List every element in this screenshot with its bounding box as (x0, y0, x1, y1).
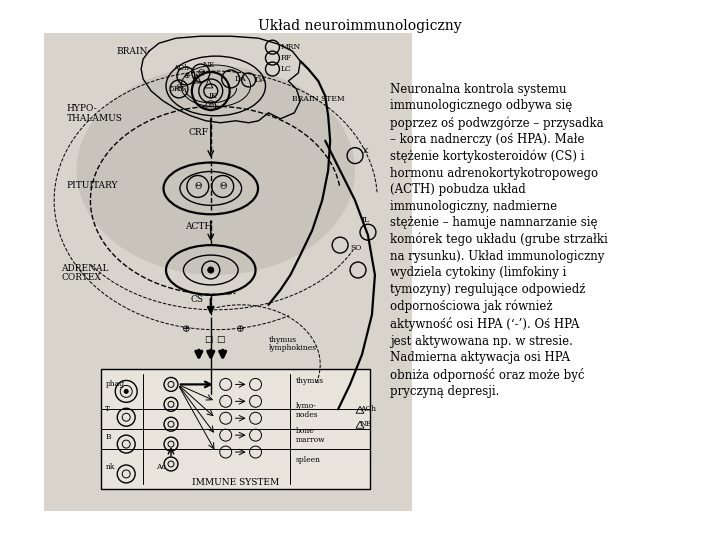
Text: marrow: marrow (295, 436, 325, 444)
Text: IK: IK (208, 92, 217, 100)
Text: LC: LC (280, 65, 291, 73)
Text: Układ neuroimmunologiczny: Układ neuroimmunologiczny (258, 19, 462, 33)
Text: ⊕: ⊕ (183, 72, 189, 80)
Text: Θ: Θ (175, 84, 183, 93)
Text: □: □ (217, 335, 225, 344)
Text: BRAIN: BRAIN (116, 46, 148, 56)
Bar (102, 369, 370, 489)
Text: RF: RF (280, 54, 292, 62)
Text: spleen: spleen (295, 456, 320, 464)
Text: X: X (363, 147, 369, 154)
Text: ACh: ACh (360, 406, 376, 413)
Text: nk: nk (105, 463, 114, 471)
Circle shape (208, 267, 214, 273)
Text: PITUITARY: PITUITARY (66, 181, 118, 190)
Text: CORTEX: CORTEX (61, 273, 102, 282)
Text: T: T (105, 406, 110, 413)
Text: nodes: nodes (295, 411, 318, 419)
Text: BRAIN STEM: BRAIN STEM (292, 95, 345, 103)
Text: ACTH: ACTH (185, 222, 212, 231)
Text: HYPO-: HYPO- (66, 104, 97, 113)
Text: ⊕: ⊕ (181, 325, 190, 334)
Text: Neuronalna kontrola systemu
immunologicznego odbywa się
poprzez oś podwzgórze – : Neuronalna kontrola systemu immunologicz… (390, 83, 608, 399)
Text: B: B (105, 433, 111, 441)
Text: lymo-: lymo- (295, 402, 316, 410)
Text: CS: CS (191, 295, 204, 305)
Text: Θ: Θ (197, 69, 204, 78)
Bar (44, 33, 412, 511)
Text: lymphokines: lymphokines (269, 343, 317, 352)
Text: CRF: CRF (189, 128, 209, 137)
Ellipse shape (76, 66, 355, 275)
Text: DA: DA (235, 75, 246, 83)
Text: □: □ (204, 335, 213, 344)
Circle shape (125, 389, 128, 393)
Text: thymus: thymus (295, 377, 323, 386)
Text: THALAMUS: THALAMUS (66, 114, 122, 123)
Text: phag: phag (105, 380, 125, 388)
Text: bone: bone (295, 427, 314, 435)
Text: Θ: Θ (194, 182, 202, 191)
Text: Θ: Θ (208, 103, 213, 109)
Text: Θ: Θ (219, 182, 226, 191)
Text: NE: NE (360, 420, 372, 428)
Text: NE: NE (203, 61, 215, 69)
Text: Ac: Ac (156, 463, 166, 471)
Text: thymus: thymus (269, 336, 297, 343)
Text: ⊕: ⊕ (236, 325, 245, 334)
Text: DA: DA (255, 76, 266, 84)
Text: SO: SO (350, 244, 361, 252)
Text: MRN: MRN (280, 43, 301, 51)
Text: ADRENAL: ADRENAL (61, 264, 109, 273)
Text: ACh: ACh (173, 64, 189, 72)
Text: 5HT: 5HT (169, 85, 186, 93)
Text: IL: IL (362, 216, 370, 224)
Text: IMMUNE SYSTEM: IMMUNE SYSTEM (192, 478, 279, 487)
